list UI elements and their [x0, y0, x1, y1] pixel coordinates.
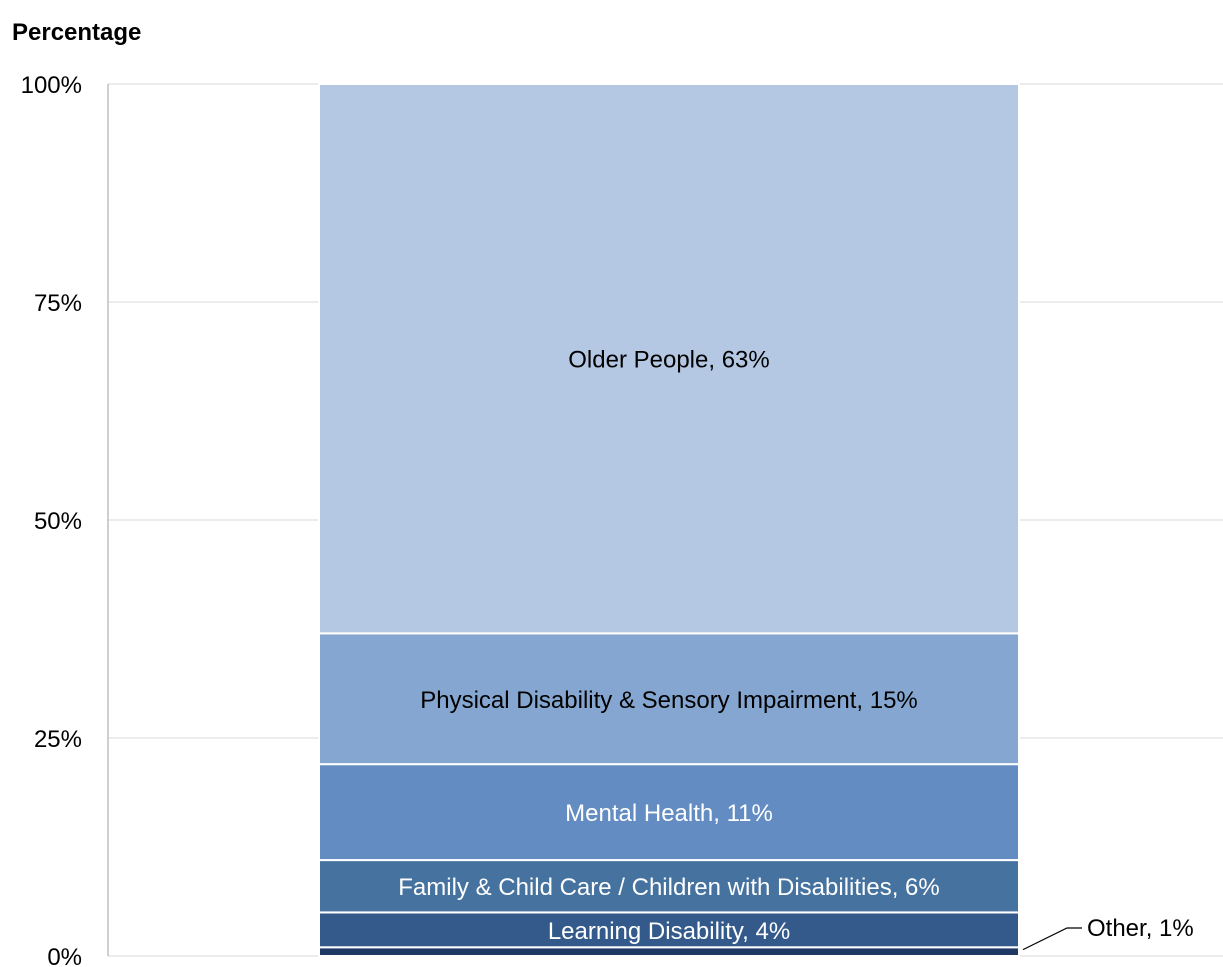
callout-leader-line — [1022, 927, 1082, 951]
segment-label: Mental Health, 11% — [565, 800, 773, 827]
bar-segment — [318, 83, 1020, 635]
y-tick-label: 100% — [21, 72, 82, 99]
y-tick-label: 50% — [34, 508, 82, 535]
y-axis-title: Percentage — [12, 19, 141, 46]
segment-label: Family & Child Care / Children with Disa… — [398, 874, 940, 901]
bar-segment — [318, 911, 1020, 949]
bar-segments — [318, 83, 1020, 958]
segment-label: Other, 1% — [1087, 915, 1194, 942]
segment-label: Learning Disability, 4% — [548, 918, 790, 945]
y-tick-label: 25% — [34, 726, 82, 753]
y-axis-ticks: 0% 25% 50% 75% 100% — [21, 72, 82, 967]
segment-label: Physical Disability & Sensory Impairment… — [420, 687, 918, 714]
segment-labels: Other, 1% Learning Disability, 4% Family &… — [398, 347, 1194, 951]
segment-label: Older People, 63% — [568, 347, 769, 374]
bar-segment — [318, 946, 1020, 958]
y-tick-label: 0% — [47, 944, 82, 967]
bar-segment — [318, 859, 1020, 914]
y-tick-label: 75% — [34, 290, 82, 317]
